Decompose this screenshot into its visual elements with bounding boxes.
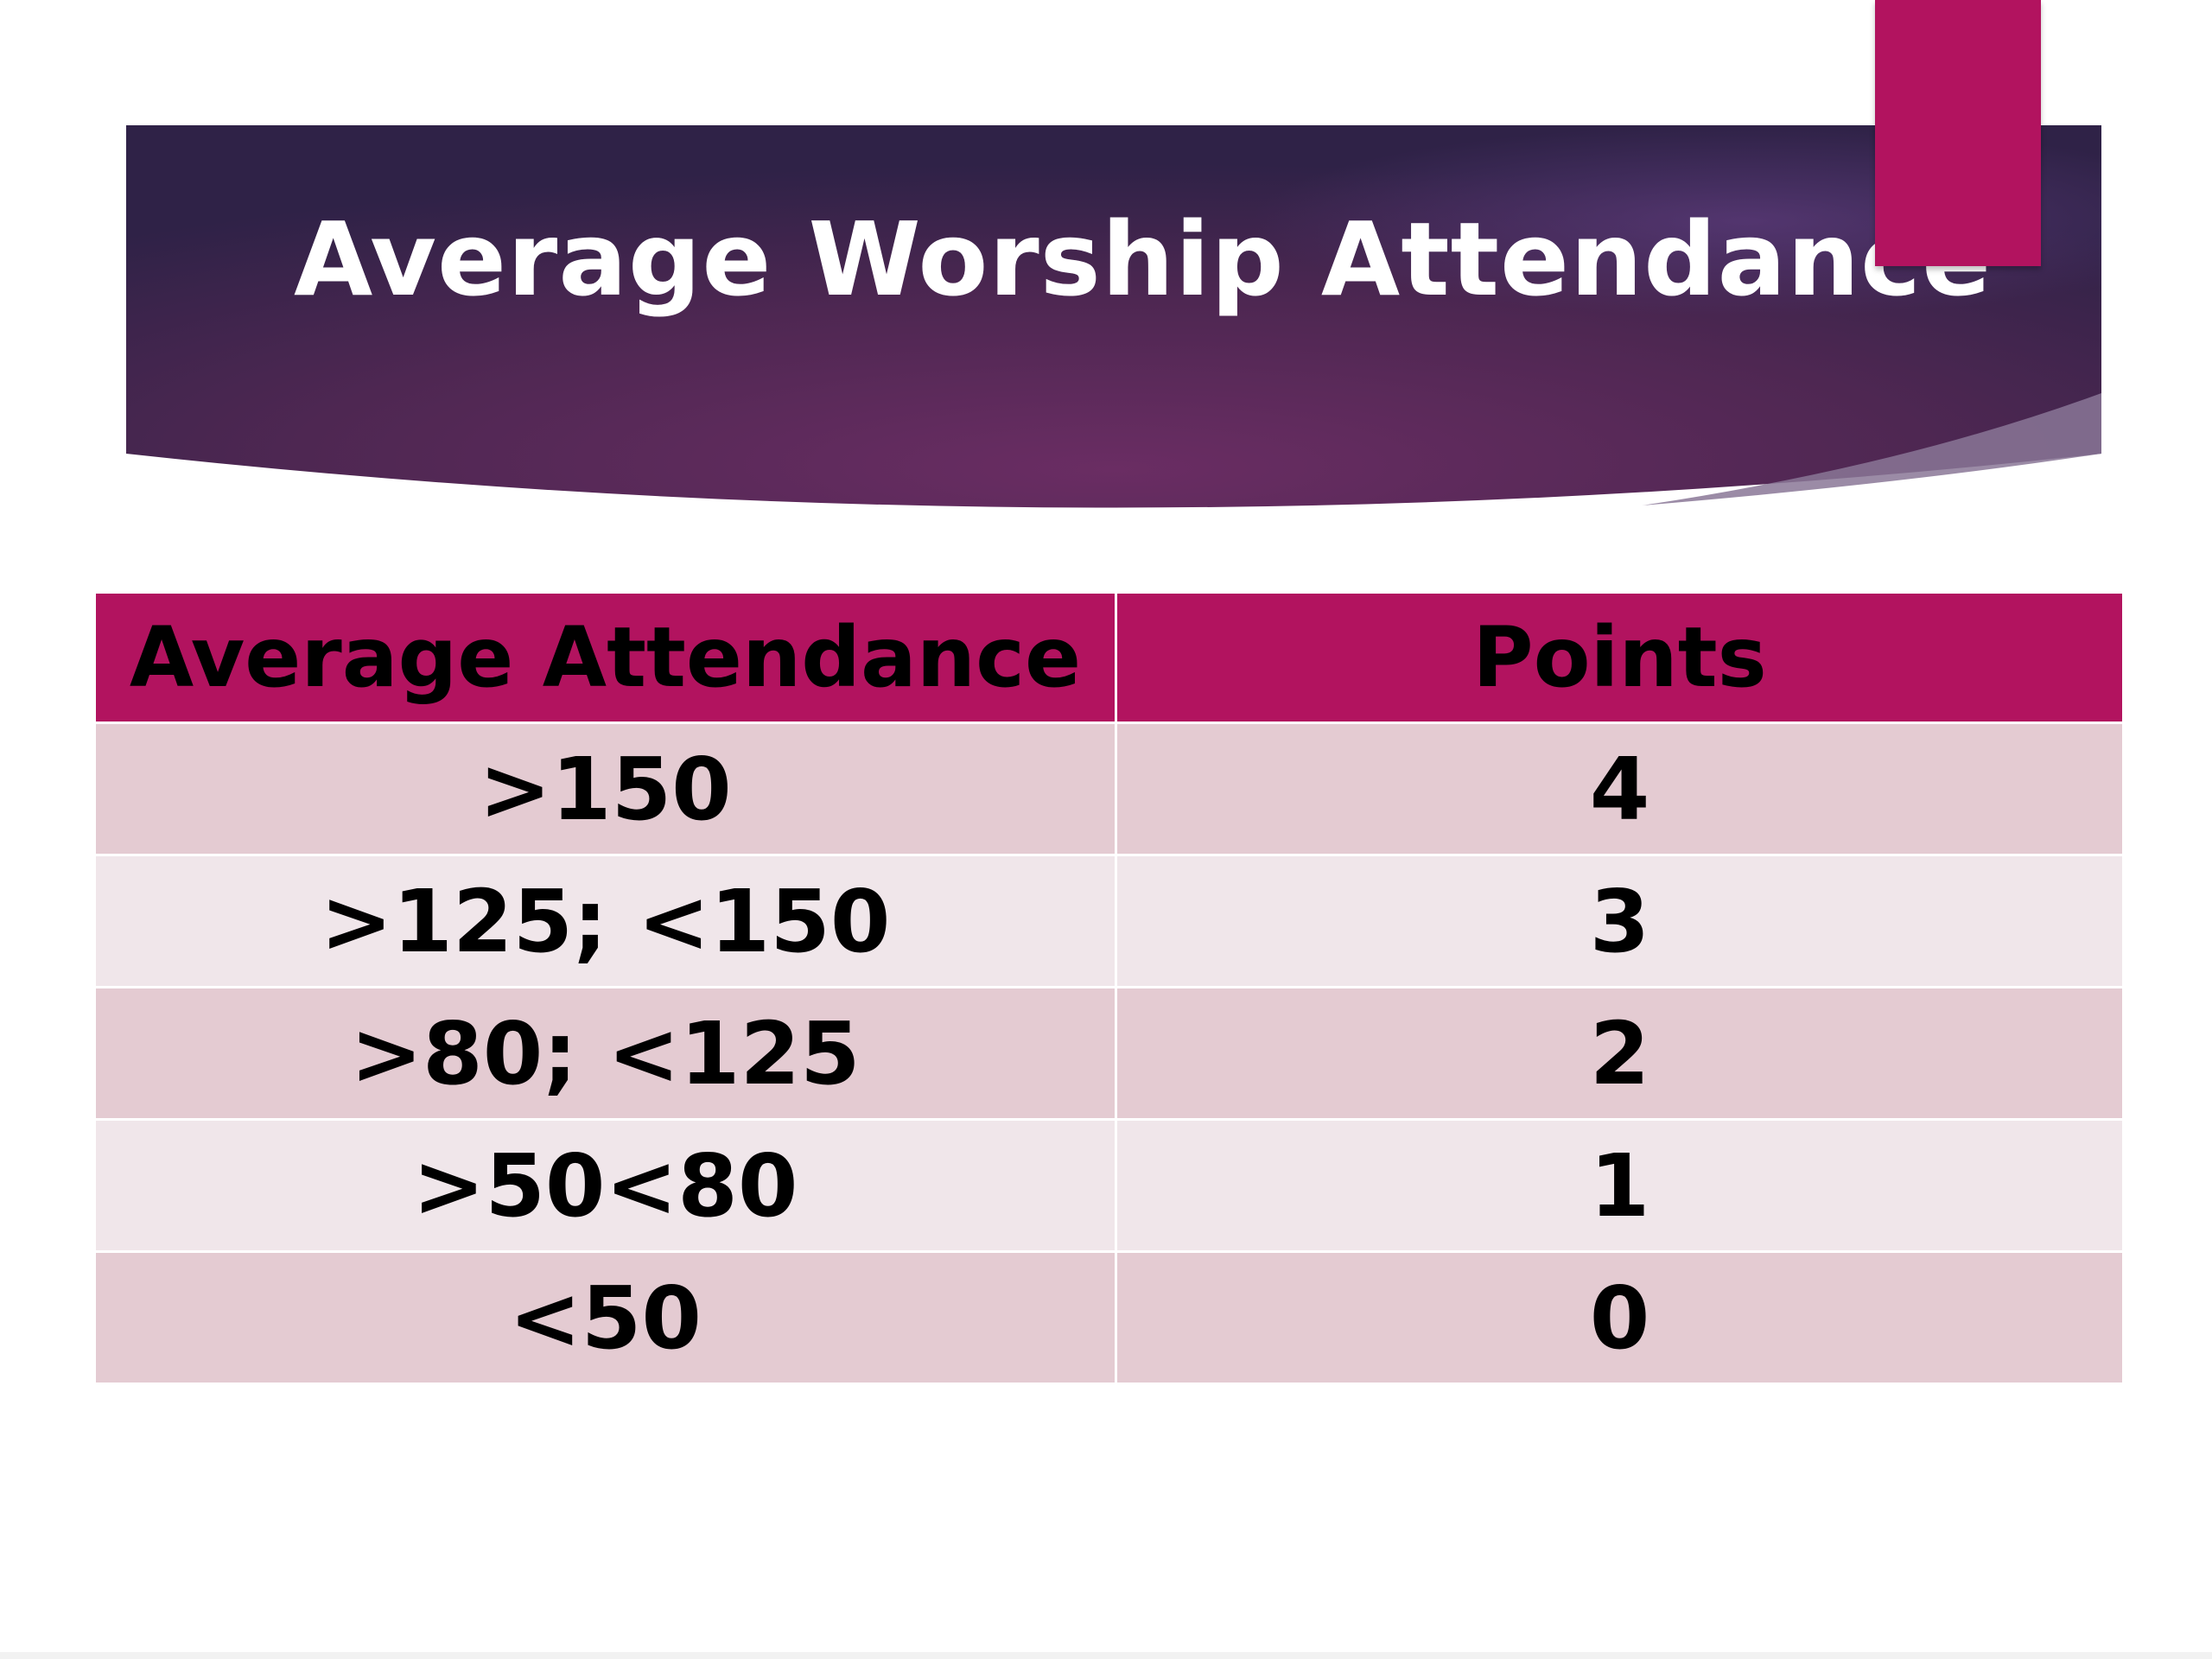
attendance-points-table: Average Attendance Points >150 4 >125; <… xyxy=(93,591,2125,1385)
attendance-range-cell: >80; <125 xyxy=(93,986,1117,1121)
table-row: >50<80 1 xyxy=(93,1118,2125,1253)
bottom-divider xyxy=(0,1652,2212,1659)
banner-curl xyxy=(1642,393,2101,505)
table-row: >125; <150 3 xyxy=(93,854,2125,988)
banner-glow xyxy=(126,125,2101,508)
attendance-range-cell: <50 xyxy=(93,1250,1117,1385)
table-row: >150 4 xyxy=(93,721,2125,856)
slide-title: Average Worship Attendance xyxy=(294,200,1993,319)
attendance-range-cell: >150 xyxy=(93,721,1117,856)
points-cell: 0 xyxy=(1115,1250,2125,1385)
table-row: <50 0 xyxy=(93,1250,2125,1385)
header-average-attendance: Average Attendance xyxy=(93,591,1117,724)
points-cell: 1 xyxy=(1115,1118,2125,1253)
points-cell: 3 xyxy=(1115,854,2125,988)
table-header-row: Average Attendance Points xyxy=(93,591,2125,724)
points-cell: 2 xyxy=(1115,986,2125,1121)
title-banner xyxy=(126,125,2101,508)
table-row: >80; <125 2 xyxy=(93,986,2125,1121)
accent-tab xyxy=(1875,0,2041,266)
attendance-range-cell: >125; <150 xyxy=(93,854,1117,988)
points-cell: 4 xyxy=(1115,721,2125,856)
attendance-range-cell: >50<80 xyxy=(93,1118,1117,1253)
header-points: Points xyxy=(1115,591,2125,724)
